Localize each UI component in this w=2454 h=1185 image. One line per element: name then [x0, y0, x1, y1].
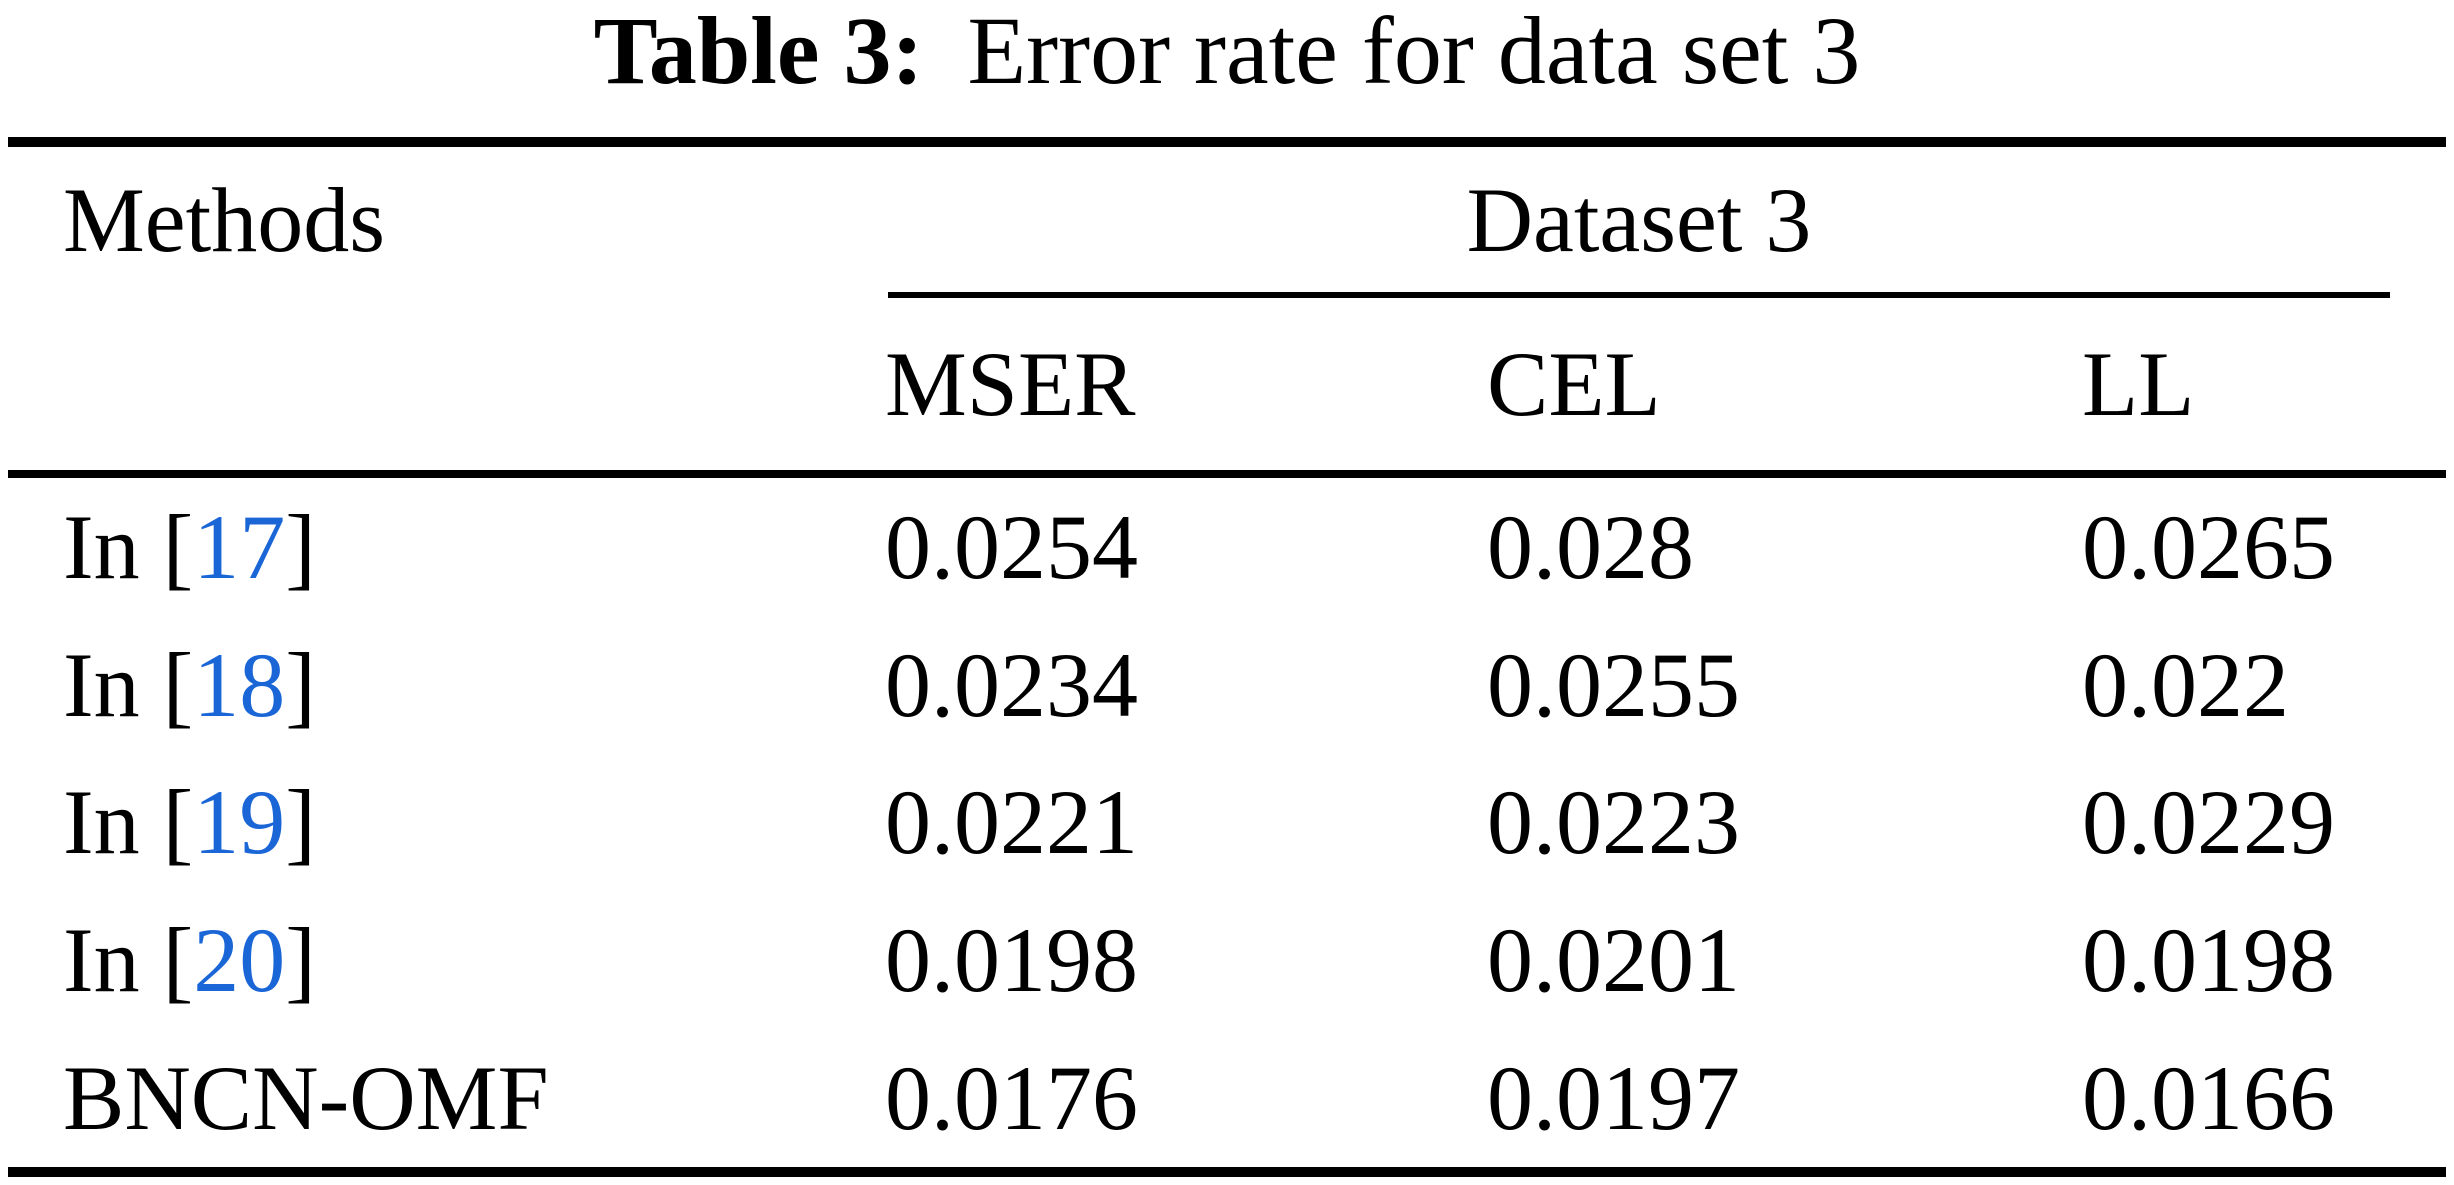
- spacer-cell: [63, 292, 885, 298]
- value-cell-cel: 0.028: [1487, 495, 1694, 598]
- table-row: BNCN-OMF 0.0176 0.0197 0.0166: [0, 1029, 2454, 1167]
- spanner-rule-row: [0, 292, 2454, 298]
- column-group-label: Dataset 3: [1466, 168, 1812, 271]
- subheader-row: MSER CEL LL: [0, 298, 2454, 470]
- table-row: In [17] 0.0254 0.028 0.0265: [0, 478, 2454, 616]
- method-text: In [: [63, 633, 194, 736]
- table-body: In [17] 0.0254 0.028 0.0265 In [18] 0.02…: [0, 478, 2454, 1167]
- column-header-mser: MSER: [885, 333, 1136, 435]
- method-text: In [: [63, 909, 194, 1012]
- value-cell-mser: 0.0234: [885, 633, 1138, 736]
- table-row: In [20] 0.0198 0.0201 0.0198: [0, 891, 2454, 1029]
- table-row: In [19] 0.0221 0.0223 0.0229: [0, 754, 2454, 892]
- method-cell: In [18]: [63, 639, 885, 731]
- value-cell-ll: 0.0198: [2082, 909, 2335, 1012]
- top-rule: [8, 137, 2446, 147]
- column-header-cel: CEL: [1487, 333, 1661, 435]
- column-header-methods: Methods: [63, 168, 385, 271]
- caption-label: Table 3:: [593, 0, 924, 104]
- value-cell-ll: 0.022: [2082, 633, 2289, 736]
- citation-ref[interactable]: 19: [193, 771, 286, 874]
- value-cell-cel: 0.0197: [1487, 1047, 1740, 1150]
- spanner-rule: [888, 292, 2390, 298]
- method-text: ]: [285, 909, 316, 1012]
- citation-ref[interactable]: 17: [193, 495, 286, 598]
- column-group-dataset3: Dataset 3: [888, 174, 2390, 266]
- method-text: BNCN-OMF: [63, 1047, 549, 1150]
- table-caption: Table 3: Error rate for data set 3: [0, 0, 2454, 137]
- table-row: In [18] 0.0234 0.0255 0.022: [0, 616, 2454, 754]
- method-text: In [: [63, 495, 194, 598]
- method-text: ]: [285, 771, 316, 874]
- value-cell-ll: 0.0265: [2082, 495, 2335, 598]
- column-header-ll: LL: [2082, 333, 2195, 435]
- citation-ref[interactable]: 18: [193, 633, 286, 736]
- value-cell-ll: 0.0229: [2082, 771, 2335, 874]
- mid-rule: [8, 470, 2446, 478]
- method-cell: In [20]: [63, 914, 885, 1006]
- method-text: In [: [63, 771, 194, 874]
- method-cell: BNCN-OMF: [63, 1052, 885, 1144]
- citation-ref[interactable]: 20: [193, 909, 286, 1012]
- value-cell-mser: 0.0221: [885, 771, 1138, 874]
- method-cell: In [17]: [63, 501, 885, 593]
- value-cell-cel: 0.0201: [1487, 909, 1740, 1012]
- value-cell-cel: 0.0223: [1487, 771, 1740, 874]
- value-cell-mser: 0.0198: [885, 909, 1138, 1012]
- value-cell-mser: 0.0254: [885, 495, 1138, 598]
- caption-text: Error rate for data set 3: [967, 0, 1861, 104]
- value-cell-mser: 0.0176: [885, 1047, 1138, 1150]
- method-cell: In [19]: [63, 776, 885, 868]
- value-cell-cel: 0.0255: [1487, 633, 1740, 736]
- method-text: ]: [285, 495, 316, 598]
- value-cell-ll: 0.0166: [2082, 1047, 2335, 1150]
- method-text: ]: [285, 633, 316, 736]
- header-row-group: Methods Dataset 3: [0, 147, 2454, 292]
- bottom-rule: [8, 1166, 2446, 1177]
